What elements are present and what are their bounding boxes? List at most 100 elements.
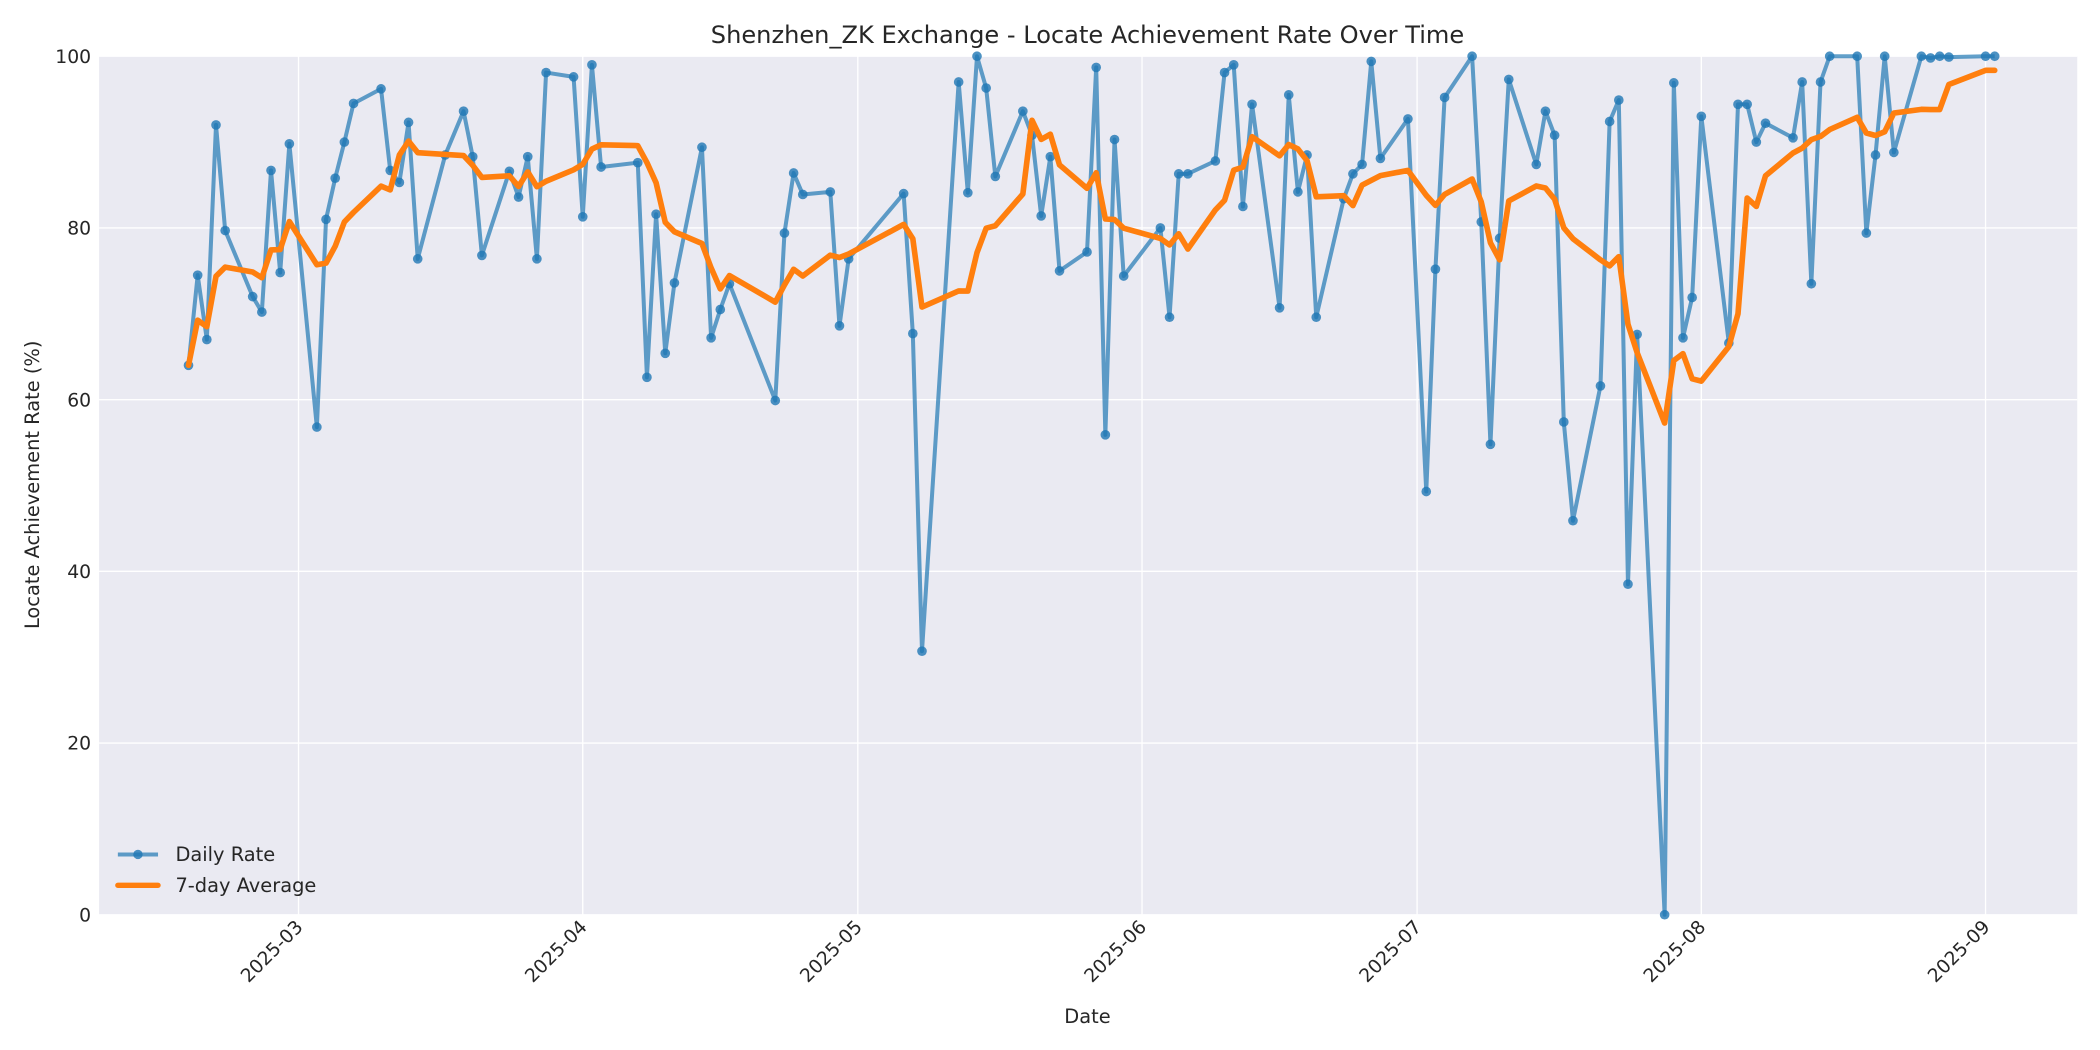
x-axis-label: Date xyxy=(1064,1005,1110,1028)
daily-rate-point xyxy=(1018,106,1028,117)
daily-rate-point xyxy=(577,211,588,222)
daily-rate-point xyxy=(568,72,579,82)
daily-rate-point xyxy=(1183,169,1193,179)
daily-rate-point xyxy=(1274,302,1285,313)
daily-rate-point xyxy=(1045,151,1056,162)
daily-rate-point xyxy=(1733,99,1743,110)
daily-rate-point xyxy=(1870,150,1881,160)
daily-rate-point xyxy=(1742,99,1752,110)
daily-rate-point xyxy=(1311,312,1322,323)
daily-rate-point xyxy=(1623,579,1633,590)
daily-rate-point xyxy=(779,228,790,238)
daily-rate-point xyxy=(1082,247,1092,257)
daily-rate-point xyxy=(477,250,487,261)
daily-rate-point xyxy=(1861,228,1872,238)
daily-rate-point xyxy=(596,162,606,172)
daily-rate-point xyxy=(1659,909,1670,920)
daily-rate-point xyxy=(825,187,836,197)
daily-rate-point xyxy=(1109,134,1120,145)
daily-rate-point xyxy=(587,60,597,70)
daily-rate-point xyxy=(1091,62,1102,73)
daily-rate-point xyxy=(1815,77,1826,87)
daily-rate-point xyxy=(541,67,551,78)
daily-rate-point xyxy=(1797,77,1807,87)
daily-rate-point xyxy=(1467,51,1477,62)
daily-rate-point xyxy=(1944,52,1954,62)
chart-title: Shenzhen_ZK Exchange - Locate Achievemen… xyxy=(711,21,1464,49)
daily-rate-point xyxy=(1375,153,1386,164)
daily-rate-point xyxy=(1036,211,1047,221)
y-axis-label: Locate Achievement Rate (%) xyxy=(21,341,44,629)
daily-rate-point xyxy=(788,168,799,178)
daily-rate-point xyxy=(706,333,716,343)
daily-rate-point xyxy=(266,165,276,176)
daily-rate-point xyxy=(1421,486,1432,497)
daily-rate-point xyxy=(330,173,341,183)
y-tick-label: 0 xyxy=(79,905,91,926)
daily-rate-point xyxy=(403,117,414,128)
daily-rate-point xyxy=(797,189,808,200)
daily-rate-point xyxy=(1613,95,1624,105)
daily-rate-point xyxy=(898,188,909,199)
daily-rate-point xyxy=(1439,92,1450,103)
daily-rate-point xyxy=(963,187,973,198)
daily-rate-point xyxy=(1228,60,1239,70)
daily-rate-point xyxy=(513,192,524,202)
daily-rate-point xyxy=(1210,156,1221,166)
daily-rate-point xyxy=(1247,99,1257,110)
daily-rate-point xyxy=(211,120,221,130)
daily-rate-point xyxy=(1118,271,1129,281)
daily-rate-point xyxy=(632,157,643,168)
daily-rate-point xyxy=(1430,264,1441,274)
series-layer xyxy=(183,51,2000,920)
daily-rate-point xyxy=(202,334,212,345)
legend-daily-marker-icon xyxy=(133,849,143,860)
daily-rate-point xyxy=(770,395,781,406)
legend: Daily Rate 7-day Average xyxy=(115,843,316,897)
daily-rate-point xyxy=(412,254,423,264)
y-tick-label: 80 xyxy=(67,219,91,240)
daily-rate-point xyxy=(339,137,350,147)
daily-rate-point xyxy=(1403,114,1413,124)
daily-rate-point xyxy=(953,77,964,87)
daily-rate-point xyxy=(1173,169,1184,179)
daily-rate-point xyxy=(1366,56,1377,67)
daily-rate-point xyxy=(917,646,927,656)
daily-rate-point xyxy=(1806,278,1817,289)
daily-rate-point xyxy=(1531,159,1542,170)
y-axis: 0 20 40 60 80 100 xyxy=(55,47,91,926)
daily-rate-point xyxy=(834,320,845,331)
daily-rate-point xyxy=(1668,78,1679,88)
daily-rate-point xyxy=(651,209,661,220)
y-tick-label: 60 xyxy=(67,390,91,411)
daily-rate-point xyxy=(1283,90,1294,100)
grid xyxy=(99,55,2078,916)
daily-rate-point xyxy=(321,214,331,225)
daily-rate-point xyxy=(1293,187,1303,197)
daily-rate-point xyxy=(1678,333,1688,343)
daily-rate-point xyxy=(1549,130,1560,141)
daily-rate-point xyxy=(972,51,982,62)
daily-rate-point xyxy=(981,83,991,93)
daily-rate-point xyxy=(1889,147,1899,158)
daily-rate-point xyxy=(1788,132,1798,143)
daily-rate-point xyxy=(1219,67,1230,78)
daily-rate-point xyxy=(1357,159,1367,170)
daily-rate-point xyxy=(669,278,680,288)
daily-rate-point xyxy=(1696,111,1707,122)
y-tick-label: 100 xyxy=(55,47,91,68)
daily-rate-point xyxy=(220,225,230,236)
daily-rate-point xyxy=(1760,118,1771,129)
daily-rate-point xyxy=(1238,201,1248,212)
daily-rate-point xyxy=(1751,137,1762,147)
daily-rate-point xyxy=(1925,53,1936,63)
daily-rate-point xyxy=(642,372,652,383)
daily-rate-point xyxy=(348,98,359,109)
daily-rate-point xyxy=(284,138,295,149)
daily-rate-point xyxy=(1348,169,1358,179)
daily-rate-point xyxy=(1155,223,1166,233)
daily-rate-point xyxy=(660,348,671,359)
daily-rate-point xyxy=(1540,106,1551,117)
legend-average-label: 7-day Average xyxy=(175,874,316,897)
